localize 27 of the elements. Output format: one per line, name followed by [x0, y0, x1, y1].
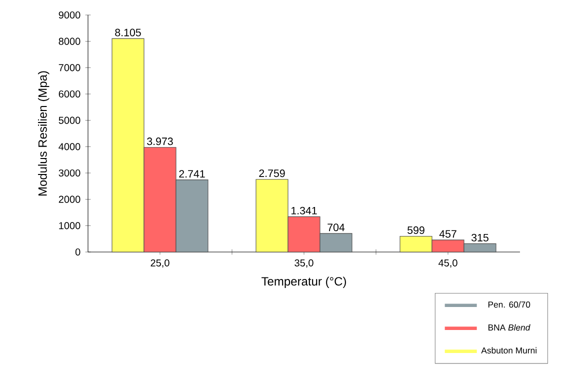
y-tick-label: 1000: [59, 222, 80, 230]
data-label: 3.973: [147, 138, 173, 146]
y-tick-label: 2000: [58, 196, 80, 203]
data-label: 2.741: [179, 170, 205, 178]
y-tick-label: 6000: [58, 90, 80, 98]
y-tick-label: 4000: [58, 143, 80, 150]
data-label: 704: [328, 224, 345, 232]
y-tick-label: 8000: [58, 38, 80, 45]
x-tick-label: 25,0: [150, 259, 170, 268]
legend-label: Pen. 60/70: [488, 301, 530, 308]
y-tick-label: 9000: [58, 11, 80, 19]
data-label: 457: [439, 230, 456, 238]
legend-label: BNA Blend: [488, 324, 530, 331]
y-axis-title: Modulus Resilien (Mpa): [38, 71, 50, 196]
data-label: 2.759: [259, 170, 285, 178]
y-tick-label: 0: [75, 248, 80, 256]
data-label: 599: [408, 226, 424, 234]
x-axis-title: Temperatur (°C): [262, 276, 346, 288]
data-label: 1.341: [291, 206, 317, 214]
y-tick-label: 5000: [58, 116, 80, 124]
x-tick-label: 35,0: [294, 259, 314, 268]
legend-label: Asbuton Murni: [481, 347, 536, 354]
y-tick-label: 3000: [58, 169, 80, 177]
data-label: 8.105: [115, 28, 141, 36]
data-label: 315: [471, 234, 488, 242]
x-tick-label: 45,0: [438, 259, 458, 268]
y-tick-label: 7000: [58, 64, 80, 72]
